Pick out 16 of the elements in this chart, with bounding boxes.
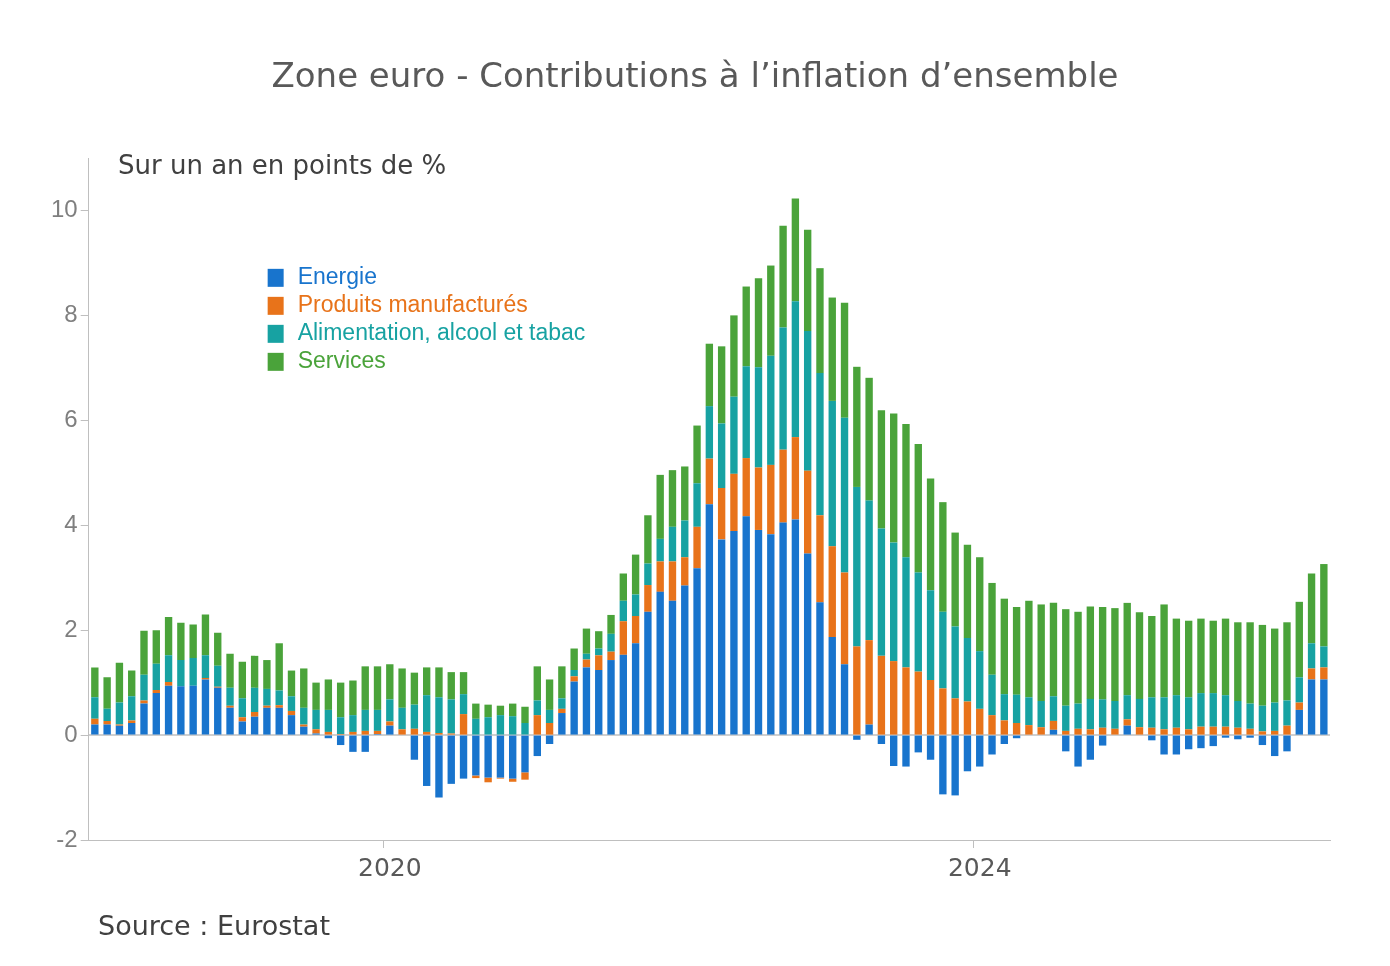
legend-label: Alimentation, alcool et tabac [297,319,586,346]
y-tick-label: 2 [64,614,78,642]
y-tick-label: 0 [64,719,78,747]
x-tick-label: 2024 [947,852,1012,882]
y-tick-label: 10 [50,195,78,223]
y-axis-title: Sur un an en points de % [118,150,447,180]
legend-label: Services [297,347,386,374]
x-tick-label: 2020 [357,852,422,882]
y-tick-label: 8 [64,300,78,328]
y-tick-label: 4 [64,509,78,537]
y-tick-label: 6 [64,404,78,432]
legend-label: Energie [297,263,377,290]
source-note: Source : Eurostat [98,910,330,941]
y-tick-label: -2 [56,824,78,852]
legend-label: Produits manufacturés [297,291,528,318]
chart-title: Zone euro - Contributions à l’inflation d’ensemble [270,55,1120,95]
